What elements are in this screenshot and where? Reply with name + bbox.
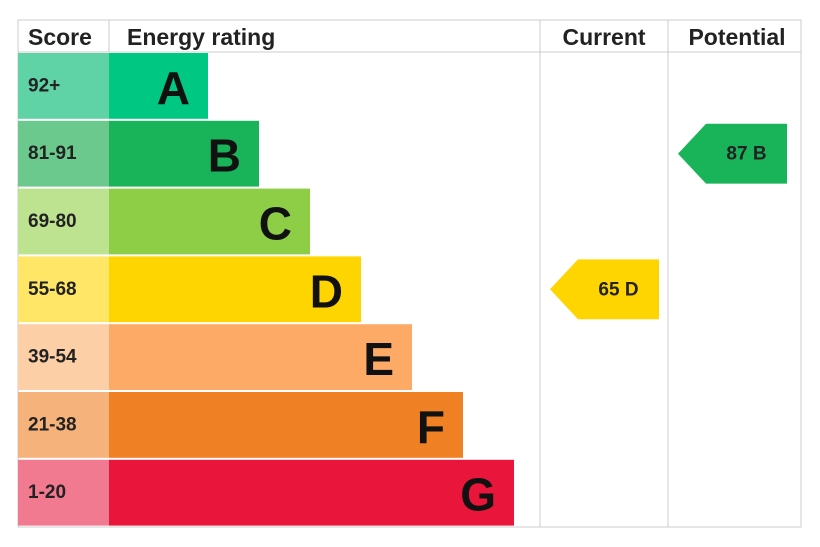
rating-bar <box>109 188 310 255</box>
header-score: Score <box>28 24 92 50</box>
score-range: 1-20 <box>28 482 66 503</box>
score-cell <box>18 256 109 323</box>
score-range: 81-91 <box>28 143 77 164</box>
current-arrow <box>550 259 659 320</box>
score-cell <box>18 324 109 390</box>
rating-bar <box>109 120 259 187</box>
score-range: 55-68 <box>28 279 77 300</box>
header-current: Current <box>562 24 645 50</box>
score-range: 92+ <box>28 75 60 96</box>
header-potential: Potential <box>688 24 785 50</box>
rating-letter: B <box>208 130 241 182</box>
score-range: 39-54 <box>28 347 77 368</box>
current-label: 65 D <box>598 279 638 300</box>
rating-bar <box>109 459 514 526</box>
potential-arrow <box>678 123 787 184</box>
rating-bar <box>109 256 361 323</box>
score-cell <box>18 392 109 458</box>
header-rating: Energy rating <box>127 24 275 50</box>
current-score: 65 <box>598 279 620 300</box>
rating-bar <box>109 392 463 458</box>
score-range: 69-80 <box>28 211 77 232</box>
potential-score: 87 <box>726 143 747 164</box>
rating-letter: C <box>259 198 292 250</box>
current-rating: D <box>625 279 639 300</box>
score-cell <box>18 53 109 119</box>
rating-letter: A <box>157 62 190 114</box>
potential-label: 87 B <box>726 143 766 164</box>
score-cell <box>18 188 109 255</box>
score-cell <box>18 459 109 526</box>
rating-letter: F <box>417 401 445 453</box>
rating-bar <box>109 324 412 390</box>
rating-letter: G <box>460 469 496 521</box>
rating-letter: D <box>310 265 343 317</box>
rating-bar <box>109 53 208 119</box>
score-range: 21-38 <box>28 414 77 435</box>
potential-rating: B <box>753 143 767 164</box>
score-cell <box>18 120 109 187</box>
rating-letter: E <box>363 333 394 385</box>
